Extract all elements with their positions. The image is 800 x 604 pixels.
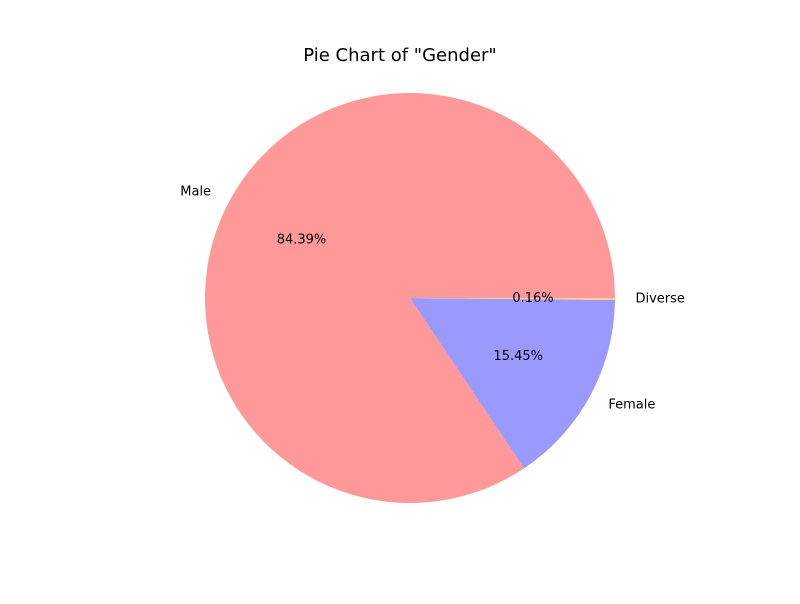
- pie-slices: [205, 92, 615, 504]
- pie-slice-female: [410, 298, 615, 469]
- pie-labels: Male 84.39% Female 15.45% Diverse 0.16%: [180, 184, 685, 412]
- slice-label-male: Male: [180, 184, 211, 199]
- slice-percent-male: 84.39%: [277, 233, 327, 248]
- chart-title: Pie Chart of "Gender": [303, 45, 497, 66]
- slice-percent-female: 15.45%: [493, 349, 543, 364]
- slice-percent-diverse: 0.16%: [512, 291, 553, 306]
- slice-label-diverse: Diverse: [635, 292, 684, 307]
- pie-slice-diverse: [410, 298, 615, 301]
- slice-label-female: Female: [608, 398, 655, 413]
